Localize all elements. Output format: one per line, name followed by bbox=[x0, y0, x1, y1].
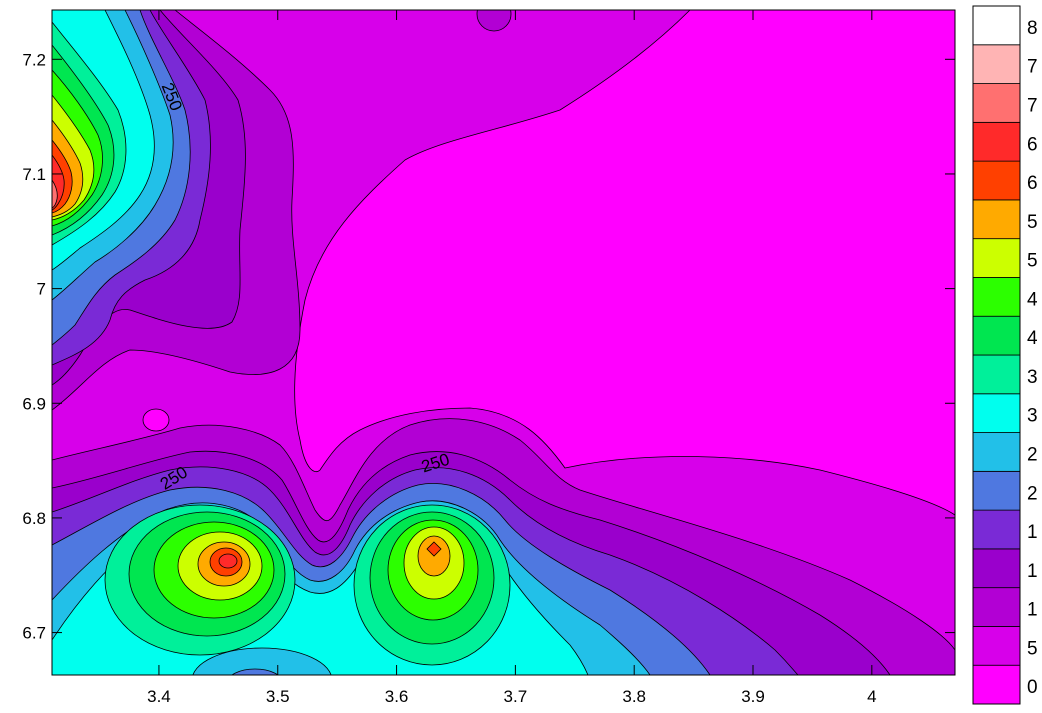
contour-bump-bottom-level-5 bbox=[231, 668, 279, 675]
colorbar-swatch bbox=[972, 121, 1021, 162]
colorbar-swatch bbox=[972, 432, 1021, 472]
x-tick-label: 3.7 bbox=[504, 687, 528, 706]
colorbar-label: 7 bbox=[1027, 95, 1038, 116]
colorbar-label: 2 bbox=[1027, 483, 1038, 504]
colorbar-label: 5 bbox=[1027, 638, 1038, 659]
colorbar-swatch bbox=[972, 5, 1021, 46]
y-tick-label: 7 bbox=[37, 280, 46, 299]
colorbar-swatch bbox=[972, 83, 1021, 123]
colorbar-swatch bbox=[972, 393, 1021, 433]
contour-bump-bottom-level-6 bbox=[192, 647, 332, 675]
colorbar-swatch bbox=[972, 277, 1021, 317]
colorbar-swatch bbox=[972, 626, 1021, 666]
colorbar-swatch bbox=[972, 354, 1021, 395]
colorbar-label: 4 bbox=[1027, 289, 1038, 310]
colorbar-label: 0 bbox=[1027, 677, 1038, 698]
colorbar-swatch bbox=[972, 199, 1021, 240]
colorbar-label: 6 bbox=[1027, 134, 1038, 155]
contour-island-top bbox=[476, 10, 512, 32]
colorbar-label: 7 bbox=[1027, 57, 1038, 78]
x-tick-label: 3.6 bbox=[385, 687, 409, 706]
contour-level-15-left bbox=[52, 179, 58, 209]
y-tick-label: 6.7 bbox=[22, 624, 46, 643]
y-tick-label: 7.2 bbox=[22, 50, 46, 69]
x-tick-label: 3.4 bbox=[147, 687, 171, 706]
y-tick-label: 7.1 bbox=[22, 165, 46, 184]
y-tick-label: 6.9 bbox=[22, 394, 46, 413]
colorbar-swatch bbox=[972, 587, 1021, 627]
colorbar-label: 4 bbox=[1027, 328, 1038, 349]
x-tick-label: 3.5 bbox=[266, 687, 290, 706]
colorbar-swatch bbox=[972, 315, 1021, 356]
colorbar-label: 5 bbox=[1027, 212, 1038, 233]
colorbar-swatch bbox=[972, 548, 1021, 589]
y-tick-label: 6.8 bbox=[22, 509, 46, 528]
contour-peak-left-level-14 bbox=[218, 553, 238, 569]
colorbar-swatch bbox=[972, 509, 1021, 550]
colorbar-swatch bbox=[972, 664, 1021, 705]
colorbar-label: 1 bbox=[1027, 561, 1038, 582]
contour-peak-right-level-13 bbox=[426, 541, 442, 557]
colorbar-label: 1 bbox=[1027, 522, 1038, 543]
x-tick-label: 3.9 bbox=[741, 687, 765, 706]
plot-frame bbox=[51, 9, 956, 676]
colorbar: 0 5 1 1 1 2 2 3 3 4 4 5 5 6 6 7 7 8 bbox=[972, 5, 1038, 705]
colorbar-swatch bbox=[972, 470, 1021, 511]
x-tick-label: 4 bbox=[867, 687, 876, 706]
colorbar-frame bbox=[972, 5, 1021, 705]
colorbar-label: 8 bbox=[1027, 18, 1038, 39]
colorbar-swatch bbox=[972, 160, 1021, 201]
x-axis: 3.4 3.5 3.6 3.7 3.8 3.9 4 bbox=[147, 10, 877, 706]
colorbar-label: 5 bbox=[1027, 251, 1038, 272]
colorbar-swatch bbox=[972, 238, 1021, 278]
colorbar-label: 3 bbox=[1027, 406, 1038, 427]
y-axis: 6.7 6.8 6.9 7 7.1 7.2 bbox=[22, 50, 955, 643]
colorbar-label: 2 bbox=[1027, 444, 1038, 465]
contour-island-small bbox=[142, 408, 170, 432]
colorbar-label: 6 bbox=[1027, 173, 1038, 194]
plot-area bbox=[52, 10, 955, 675]
x-tick-label: 3.8 bbox=[622, 687, 646, 706]
colorbar-swatch bbox=[972, 44, 1021, 84]
colorbar-label: 3 bbox=[1027, 367, 1038, 388]
colorbar-label: 1 bbox=[1027, 600, 1038, 621]
